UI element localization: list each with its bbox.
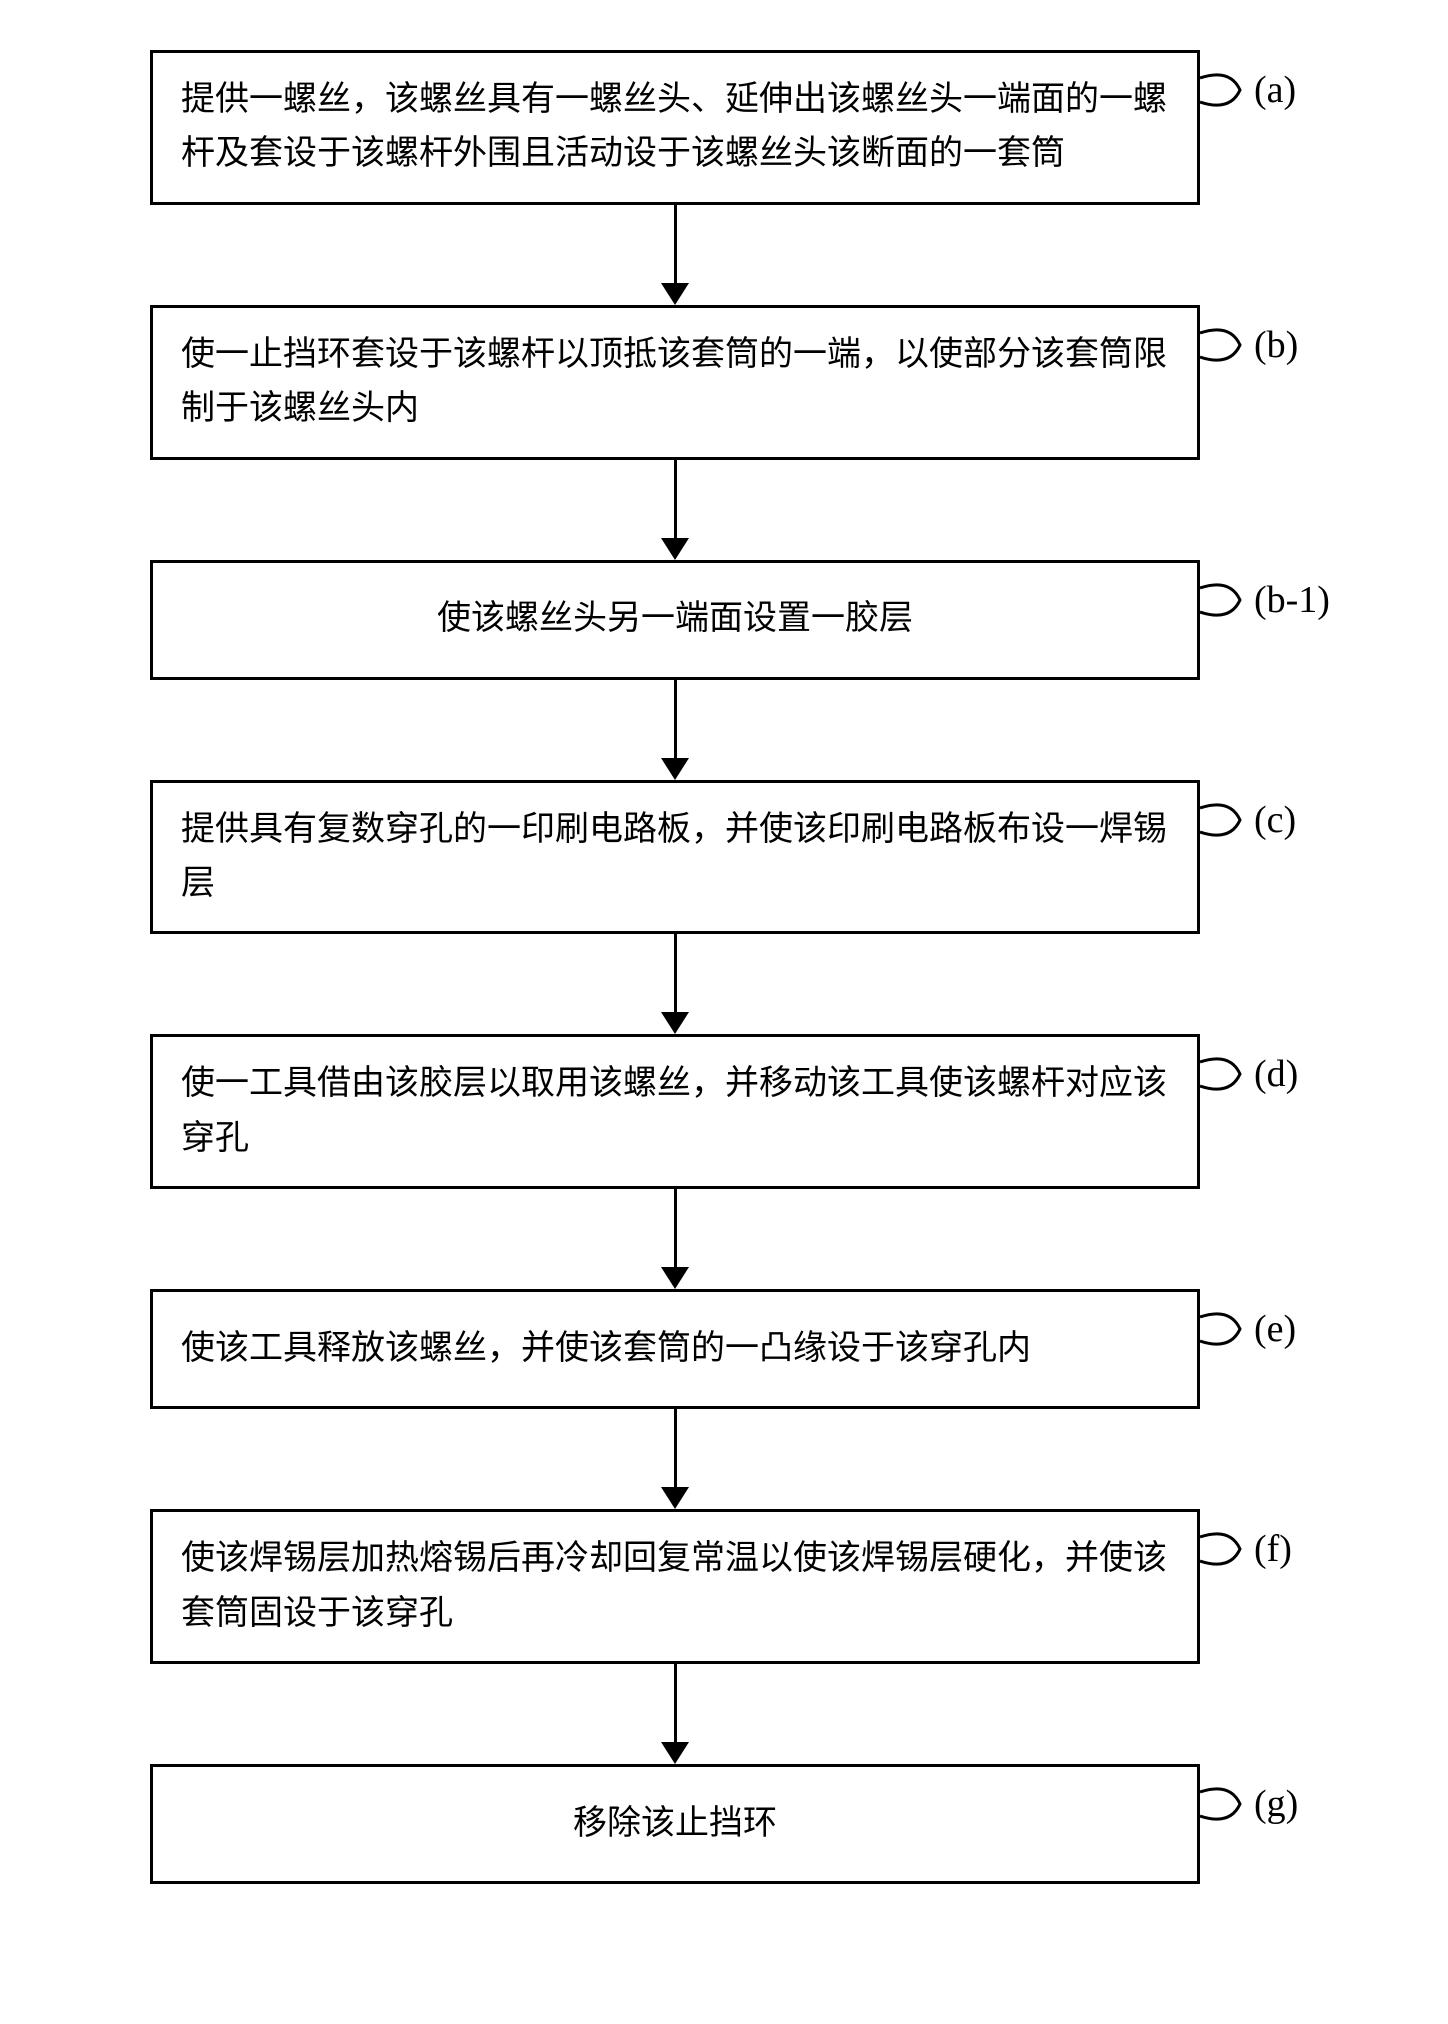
step-label-f: (f) bbox=[1200, 1527, 1292, 1571]
step-label-b: (b) bbox=[1200, 323, 1298, 367]
label-text: (c) bbox=[1254, 798, 1296, 842]
flow-node: 使该焊锡层加热熔锡后再冷却回复常温以使该焊锡层硬化，并使该套筒固设于该穿孔 (f… bbox=[150, 1509, 1200, 1664]
arrow-down-icon bbox=[661, 1189, 689, 1289]
step-box-b: 使一止挡环套设于该螺杆以顶抵该套筒的一端，以使部分该套筒限制于该螺丝头内 bbox=[150, 305, 1200, 460]
label-text: (d) bbox=[1254, 1052, 1298, 1096]
flowchart: 提供一螺丝，该螺丝具有一螺丝头、延伸出该螺丝头一端面的一螺杆及套设于该螺杆外围且… bbox=[150, 50, 1200, 1884]
step-box-g: 移除该止挡环 bbox=[150, 1764, 1200, 1884]
arrow-down-icon bbox=[661, 934, 689, 1034]
label-text: (f) bbox=[1254, 1527, 1292, 1571]
arrow-down-icon bbox=[661, 1664, 689, 1764]
step-label-c: (c) bbox=[1200, 798, 1296, 842]
step-label-e: (e) bbox=[1200, 1307, 1296, 1351]
step-text: 提供具有复数穿孔的一印刷电路板，并使该印刷电路板布设一焊锡层 bbox=[181, 803, 1169, 912]
step-box-f: 使该焊锡层加热熔锡后再冷却回复常温以使该焊锡层硬化，并使该套筒固设于该穿孔 bbox=[150, 1509, 1200, 1664]
flow-node: 使一止挡环套设于该螺杆以顶抵该套筒的一端，以使部分该套筒限制于该螺丝头内 (b) bbox=[150, 305, 1200, 460]
connector-curve-icon bbox=[1200, 323, 1260, 367]
step-box-b1: 使该螺丝头另一端面设置一胶层 bbox=[150, 560, 1200, 680]
step-label-d: (d) bbox=[1200, 1052, 1298, 1096]
flow-node: 使该螺丝头另一端面设置一胶层 (b-1) bbox=[150, 560, 1200, 680]
flow-node: 移除该止挡环 (g) bbox=[150, 1764, 1200, 1884]
step-label-a: (a) bbox=[1200, 68, 1296, 112]
step-text: 使该螺丝头另一端面设置一胶层 bbox=[437, 592, 913, 646]
step-box-a: 提供一螺丝，该螺丝具有一螺丝头、延伸出该螺丝头一端面的一螺杆及套设于该螺杆外围且… bbox=[150, 50, 1200, 205]
arrow-down-icon bbox=[661, 205, 689, 305]
step-box-e: 使该工具释放该螺丝，并使该套筒的一凸缘设于该穿孔内 bbox=[150, 1289, 1200, 1409]
label-text: (e) bbox=[1254, 1307, 1296, 1351]
arrow-down-icon bbox=[661, 460, 689, 560]
flow-node: 使一工具借由该胶层以取用该螺丝，并移动该工具使该螺杆对应该穿孔 (d) bbox=[150, 1034, 1200, 1189]
label-text: (b) bbox=[1254, 323, 1298, 367]
connector-curve-icon bbox=[1200, 1307, 1260, 1351]
connector-curve-icon bbox=[1200, 798, 1260, 842]
arrow-down-icon bbox=[661, 680, 689, 780]
step-label-b1: (b-1) bbox=[1200, 578, 1330, 622]
step-text: 使该工具释放该螺丝，并使该套筒的一凸缘设于该穿孔内 bbox=[181, 1322, 1031, 1376]
step-text: 使一止挡环套设于该螺杆以顶抵该套筒的一端，以使部分该套筒限制于该螺丝头内 bbox=[181, 328, 1169, 437]
step-text: 移除该止挡环 bbox=[573, 1797, 777, 1851]
connector-curve-icon bbox=[1200, 1527, 1260, 1571]
step-text: 使一工具借由该胶层以取用该螺丝，并移动该工具使该螺杆对应该穿孔 bbox=[181, 1057, 1169, 1166]
step-text: 使该焊锡层加热熔锡后再冷却回复常温以使该焊锡层硬化，并使该套筒固设于该穿孔 bbox=[181, 1532, 1169, 1641]
connector-curve-icon bbox=[1200, 578, 1260, 622]
step-label-g: (g) bbox=[1200, 1782, 1298, 1826]
connector-curve-icon bbox=[1200, 68, 1260, 112]
connector-curve-icon bbox=[1200, 1052, 1260, 1096]
flow-node: 提供具有复数穿孔的一印刷电路板，并使该印刷电路板布设一焊锡层 (c) bbox=[150, 780, 1200, 935]
flow-node: 使该工具释放该螺丝，并使该套筒的一凸缘设于该穿孔内 (e) bbox=[150, 1289, 1200, 1409]
flow-node: 提供一螺丝，该螺丝具有一螺丝头、延伸出该螺丝头一端面的一螺杆及套设于该螺杆外围且… bbox=[150, 50, 1200, 205]
label-text: (b-1) bbox=[1254, 578, 1330, 622]
label-text: (a) bbox=[1254, 68, 1296, 112]
page: 提供一螺丝，该螺丝具有一螺丝头、延伸出该螺丝头一端面的一螺杆及套设于该螺杆外围且… bbox=[0, 0, 1448, 2024]
step-box-d: 使一工具借由该胶层以取用该螺丝，并移动该工具使该螺杆对应该穿孔 bbox=[150, 1034, 1200, 1189]
label-text: (g) bbox=[1254, 1782, 1298, 1826]
step-box-c: 提供具有复数穿孔的一印刷电路板，并使该印刷电路板布设一焊锡层 bbox=[150, 780, 1200, 935]
connector-curve-icon bbox=[1200, 1782, 1260, 1826]
step-text: 提供一螺丝，该螺丝具有一螺丝头、延伸出该螺丝头一端面的一螺杆及套设于该螺杆外围且… bbox=[181, 73, 1169, 182]
arrow-down-icon bbox=[661, 1409, 689, 1509]
